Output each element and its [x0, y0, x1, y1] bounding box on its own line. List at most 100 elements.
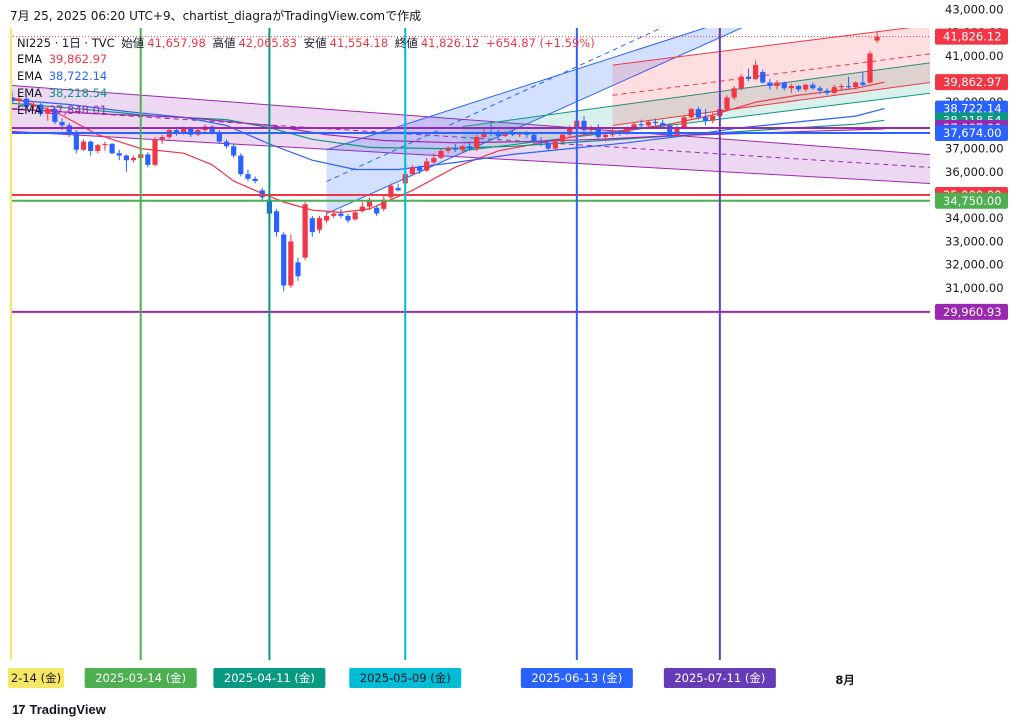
candle-body [467, 146, 473, 149]
candle-body [688, 109, 694, 118]
ema-label: EMA [17, 69, 43, 83]
ema-legend-row-1[interactable]: EMA 39,862.97 [17, 52, 110, 66]
candle [695, 106, 701, 120]
candle-body [381, 199, 387, 209]
candle-body [366, 199, 373, 207]
change-value: +654.87 (+1.59%) [486, 36, 595, 50]
candle-body [767, 82, 773, 86]
x-month-label: 8月 [835, 673, 855, 687]
high-label: 高値 [212, 36, 236, 50]
level-label: 34,750.00 [943, 194, 1002, 208]
ema-value: 39,862.97 [48, 52, 108, 66]
candle-body [860, 82, 866, 85]
candle-body [252, 178, 258, 182]
price-label: 38,722.14 [943, 102, 1002, 116]
candle [803, 83, 809, 92]
candle-body [524, 133, 530, 135]
candle-body [416, 167, 423, 171]
candle-body [445, 148, 451, 151]
candle-body [209, 126, 215, 133]
candle-body [23, 98, 29, 107]
candle [845, 76, 852, 90]
candle-body [295, 262, 301, 277]
candle [245, 169, 251, 182]
ema-value: 38,218.54 [48, 86, 108, 100]
candle-body [710, 116, 716, 121]
symbol-line[interactable]: NI225 · 1日 · TVC [17, 36, 115, 50]
high-value: 42,065.83 [238, 36, 297, 50]
candle-body [324, 215, 330, 221]
candle [702, 109, 709, 126]
candle-body [424, 161, 430, 171]
candle [102, 141, 108, 151]
candle [95, 143, 101, 154]
candle-body [273, 211, 280, 233]
candle-body [173, 130, 180, 133]
candle-body [667, 125, 673, 136]
channel-lower-line [612, 81, 930, 126]
y-tick-label: 34,000.00 [945, 211, 1004, 225]
candle-body [181, 128, 187, 133]
candle-body [581, 120, 587, 131]
candle [295, 257, 301, 281]
date-badge-box [8, 668, 64, 688]
candle-body [238, 155, 244, 175]
candle [16, 95, 22, 105]
candle-body [760, 72, 766, 83]
date-badge-box [663, 668, 776, 688]
date-badge: 2025-04-11 (金) [224, 671, 315, 685]
candle [638, 119, 644, 128]
candle-body [345, 215, 351, 221]
candle-body [474, 137, 480, 149]
ema-label: EMA [17, 103, 43, 117]
candle-body [388, 185, 394, 198]
candle [853, 81, 859, 90]
candle-body [309, 218, 315, 233]
candle [395, 183, 401, 192]
ema-value: 38,722.14 [48, 69, 108, 83]
channel-lower-line [462, 92, 930, 152]
candle [681, 116, 687, 129]
candle-body [731, 88, 737, 98]
candle [374, 205, 380, 216]
candle [331, 210, 337, 219]
candle [88, 140, 94, 156]
candle [173, 127, 180, 136]
candle-body [438, 150, 444, 158]
candle [838, 83, 844, 91]
y-tick-label: 43,000.00 [945, 2, 1004, 16]
date-badge: 2-14 (金) [11, 671, 61, 685]
candle-body [803, 84, 809, 90]
candle [495, 130, 501, 140]
candle-body [481, 132, 487, 137]
level-label: 37,674.00 [943, 126, 1002, 140]
candle-body [452, 148, 458, 150]
level-label-box [935, 192, 1008, 209]
symbol-legend-row[interactable]: NI225 · 1日 · TVC 始値 41,657.98 高値 42,065.83… [17, 35, 598, 51]
candle-body [316, 218, 323, 230]
candle [781, 81, 787, 91]
candle [431, 153, 437, 165]
ema-legend-row-2[interactable]: EMA 38,722.14 [17, 69, 110, 83]
candle-body [638, 124, 644, 126]
candle-body [695, 109, 701, 118]
ema-legend-row-3[interactable]: EMA 38,218.54 [17, 86, 110, 100]
candle-body [602, 134, 609, 137]
candle-body [395, 188, 401, 191]
candle [366, 197, 373, 211]
candle [731, 85, 737, 100]
candle-body [645, 121, 651, 126]
level-label-box [935, 303, 1008, 320]
tradingview-brand[interactable]: 17 TradingView [12, 702, 106, 717]
candle [645, 120, 651, 128]
candle-body [810, 84, 816, 89]
candle [667, 123, 673, 139]
candle-body [338, 213, 344, 216]
candle [459, 145, 466, 154]
candle-body [59, 121, 65, 126]
ema-legend-row-4[interactable]: EMA 37,848.01 [17, 103, 110, 117]
candle-body [259, 190, 265, 198]
y-tick-label: 36,000.00 [945, 165, 1004, 179]
candle-body [552, 141, 558, 149]
